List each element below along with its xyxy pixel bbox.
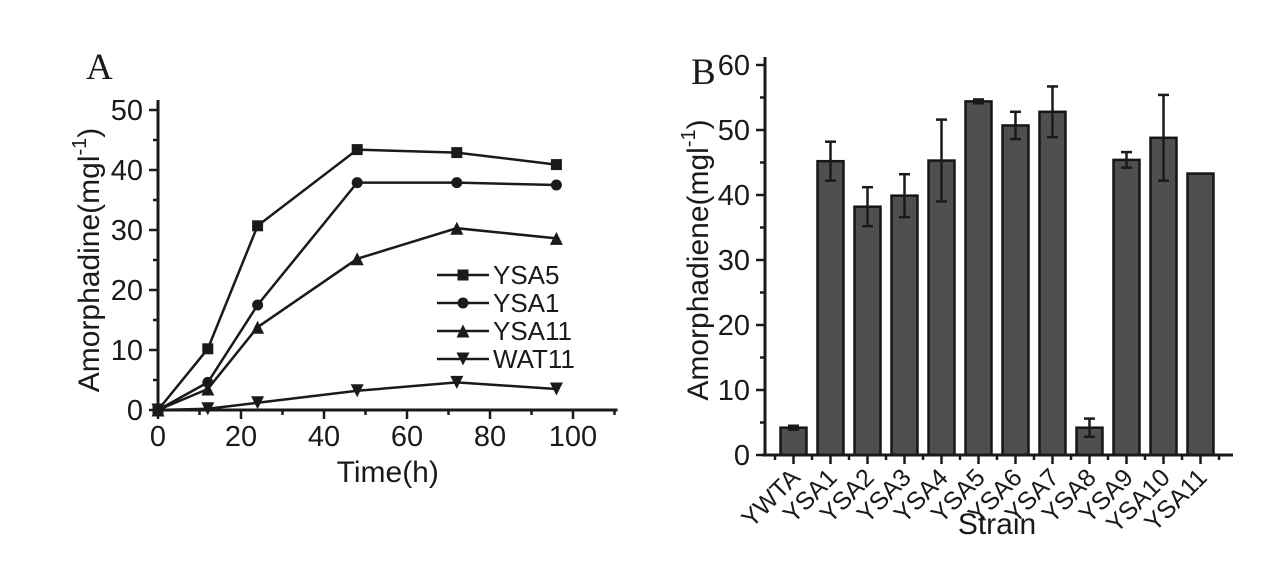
x-axis-title: Time(h) (337, 456, 439, 489)
bar-ywta (779, 426, 808, 457)
panel-a-label: A (86, 47, 113, 88)
series-line-ysa1 (157, 181, 557, 412)
y-tick-label: 0 (734, 440, 750, 472)
x-axis-title: Strain (958, 508, 1036, 541)
data-point-ysa1 (252, 299, 264, 311)
legend-marker-circle (457, 297, 469, 309)
y-tick-label: 20 (111, 275, 143, 307)
y-axis-title: Amorphadiene(mgl-1) (678, 119, 715, 400)
y-tick-label: 60 (718, 50, 750, 82)
bar-ysa10 (1149, 136, 1178, 457)
legend-marker-triangle-up (456, 324, 470, 338)
panel-a: 0 20 40 60 80 100 0 10 20 30 40 50 Time(h) Amorphadin… (69, 95, 618, 489)
data-point-wat11 (251, 396, 265, 410)
bar-ysa1 (816, 159, 845, 457)
data-point-ysa5 (550, 159, 562, 171)
bar-ysa3 (890, 194, 919, 457)
data-point-ysa1 (550, 179, 562, 191)
tick-labels: 0 20 40 60 80 100 0 10 20 30 40 50 (111, 95, 597, 453)
data-point-ysa5 (202, 343, 214, 355)
data-point-wat11 (450, 375, 464, 389)
data-point-ysa11 (549, 231, 563, 245)
y-tick-label: 10 (111, 335, 143, 367)
series-line-ysa11 (157, 226, 557, 412)
y-axis-title: Amorphadine(mgl-1) (69, 128, 106, 393)
bar-ysa4 (927, 159, 956, 457)
data-point-ysa5 (351, 144, 363, 156)
data-point-ysa11 (450, 221, 464, 235)
data-point-wat11 (549, 382, 563, 396)
legend-marker-square (457, 269, 469, 281)
tick-marks (149, 108, 616, 419)
bar-ysa7 (1038, 110, 1067, 457)
data-point-ysa11 (350, 252, 364, 266)
bar-ysa6 (1001, 124, 1030, 457)
legend-label-wat11: WAT11 (493, 344, 575, 374)
data-point-ysa1 (351, 177, 363, 189)
x-tick-label: 0 (150, 421, 166, 453)
y-tick-label: 0 (127, 395, 143, 427)
y-tick-label: 40 (718, 180, 750, 212)
bar-ysa5 (964, 100, 993, 457)
x-tick-label: 60 (391, 421, 423, 453)
legend-label-ysa1: YSA1 (493, 288, 560, 318)
x-tick-label: 40 (308, 421, 340, 453)
line-series-group (151, 144, 563, 417)
tick-marks (756, 63, 1221, 464)
y-tick-label: 10 (718, 375, 750, 407)
y-tick-label: 20 (718, 310, 750, 342)
legend-label-ysa5: YSA5 (493, 260, 560, 290)
data-point-ysa11 (251, 320, 265, 334)
y-tick-label: 30 (111, 215, 143, 247)
data-point-ysa1 (451, 177, 463, 189)
y-tick-label: 50 (111, 95, 143, 127)
y-tick-label: 30 (718, 245, 750, 277)
y-tick-label: 50 (718, 115, 750, 147)
series-line-ysa5 (157, 148, 557, 411)
bar-ysa2 (853, 205, 882, 457)
bar-ysa11 (1186, 172, 1215, 457)
data-point-ysa5 (252, 220, 264, 232)
panel-b: 0 10 20 30 40 50 60 YWTA YSA1 YSA2 YSA3 YSA4 YSA5 YSA… (660, 0, 1268, 575)
panel-b-label: B (691, 52, 716, 93)
panel-a-line-chart: 0 20 40 60 80 100 0 10 20 30 40 50 Time(h) Amorphadin… (69, 95, 618, 489)
data-point-ysa11 (201, 382, 215, 396)
legend-marker-triangle-down (456, 352, 470, 366)
data-point-ysa5 (451, 147, 463, 159)
y-tick-label: 40 (111, 155, 143, 187)
x-tick-label: 20 (225, 421, 257, 453)
x-tick-label: 100 (549, 421, 597, 453)
bar-ysa9 (1112, 158, 1141, 457)
data-point-wat11 (350, 384, 364, 398)
error-bars-group (788, 85, 1169, 439)
bars-group (779, 100, 1215, 457)
axes (155, 100, 618, 412)
x-tick-label: 80 (474, 421, 506, 453)
legend-label-ysa11: YSA11 (493, 316, 572, 346)
panel-b-bar-chart: 0102030405060YWTAYSA1YSA2YSA3YSA4YSA5YSA… (678, 50, 1233, 541)
